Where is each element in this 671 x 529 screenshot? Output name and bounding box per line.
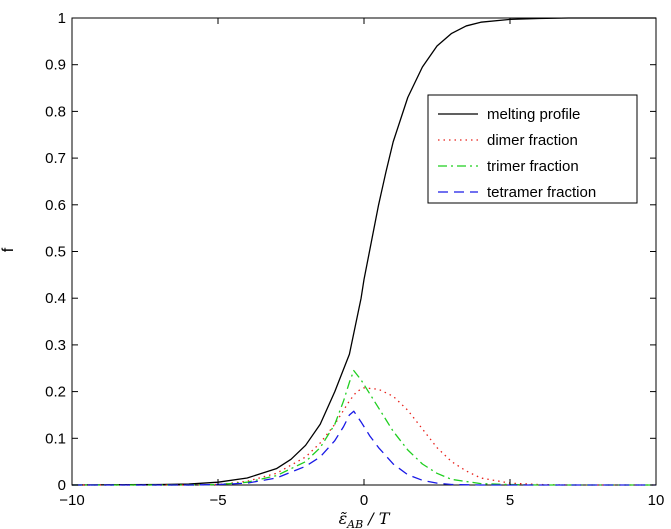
x-axis-label-rest: / T bbox=[363, 509, 391, 528]
x-axis-label: ε̃AB / T bbox=[339, 509, 391, 529]
y-tick-label: 1 bbox=[58, 10, 66, 27]
y-tick-label: 0.6 bbox=[45, 197, 66, 214]
y-tick-label: 0.8 bbox=[45, 103, 66, 120]
x-axis-label-subscript: AB bbox=[346, 518, 363, 529]
x-tick-label: 5 bbox=[506, 492, 514, 509]
legend-box bbox=[427, 94, 638, 204]
plot-area bbox=[71, 17, 657, 486]
legend-label-trimer-fraction: trimer fraction bbox=[487, 158, 579, 175]
x-axis-label-epsilon: ε̃ bbox=[339, 509, 348, 528]
plot-border bbox=[71, 17, 657, 486]
y-tick-label: 0.5 bbox=[45, 244, 66, 261]
legend-label-tetramer-fraction: tetramer fraction bbox=[487, 184, 596, 201]
y-tick-label: 0.1 bbox=[45, 430, 66, 447]
y-tick-label: 0 bbox=[58, 477, 66, 494]
y-tick-label: 0.2 bbox=[45, 384, 66, 401]
y-tick-label: 0.4 bbox=[45, 290, 66, 307]
tick-layer: −10 −5 0 5 10 0 0.1 0.2 0.3 0.4 0.5 0.6 0.7 0.8 0.9 1 bbox=[45, 10, 664, 509]
x-tick-label: 10 bbox=[648, 492, 665, 509]
y-axis-label: f bbox=[0, 247, 17, 252]
y-tick-label: 0.7 bbox=[45, 150, 66, 167]
legend-label-dimer-fraction: dimer fraction bbox=[487, 132, 578, 149]
legend: melting profile dimer fraction trimer frac… bbox=[427, 94, 638, 204]
series-line-tetramer-fraction bbox=[72, 410, 656, 486]
legend-label-melting-profile: melting profile bbox=[487, 106, 580, 123]
x-tick-label: 0 bbox=[360, 492, 368, 509]
x-tick-label: −10 bbox=[59, 492, 84, 509]
y-tick-label: 0.3 bbox=[45, 337, 66, 354]
series-layer bbox=[71, 17, 656, 486]
y-tick-label: 0.9 bbox=[45, 57, 66, 74]
x-tick-label: −5 bbox=[209, 492, 226, 509]
series-line-melting-profile bbox=[71, 17, 656, 486]
series-line-trimer-fraction bbox=[72, 369, 656, 486]
